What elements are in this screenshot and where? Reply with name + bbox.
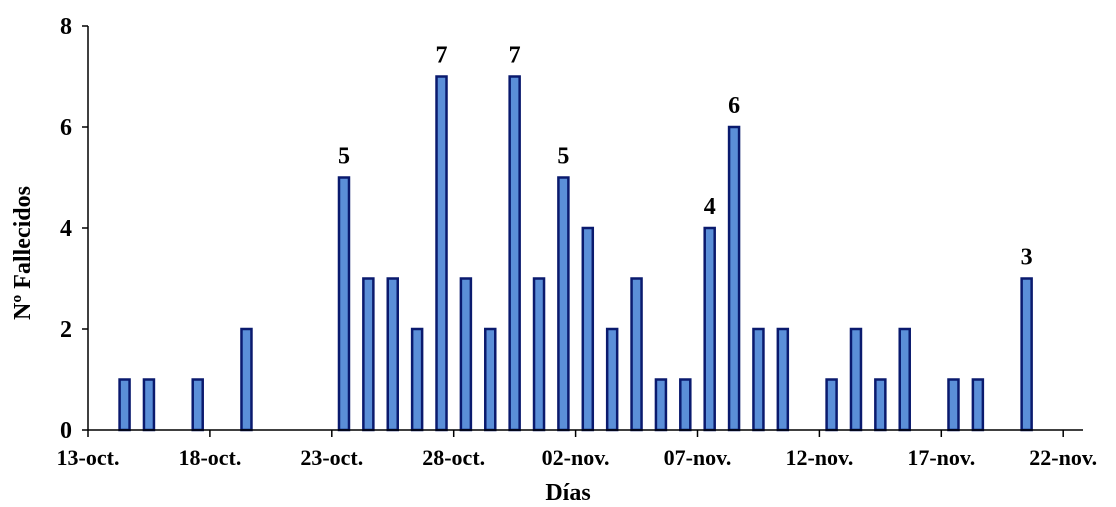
bar xyxy=(459,277,473,432)
bar xyxy=(630,277,643,432)
bar xyxy=(971,378,985,432)
bar xyxy=(849,327,863,432)
bar xyxy=(484,327,497,432)
bar xyxy=(605,327,619,432)
y-axis-ticks: 0 2 4 6 8 xyxy=(60,14,88,444)
x-axis-ticks: 13-oct. 18-oct. 23-oct. 28-oct. 02-nov. 07-no… xyxy=(57,430,1097,470)
x-tick-label: 07-nov. xyxy=(664,445,732,470)
y-tick-label: 4 xyxy=(60,216,72,242)
bar xyxy=(410,327,424,432)
bar xyxy=(240,327,253,432)
data-label: 7 xyxy=(436,43,448,69)
x-tick-label: 28-oct. xyxy=(422,445,485,470)
bar xyxy=(874,378,887,432)
data-label: 3 xyxy=(1021,245,1033,271)
x-tick-label: 18-oct. xyxy=(178,445,241,470)
bar xyxy=(532,277,546,432)
bar xyxy=(1020,277,1033,432)
data-label: 5 xyxy=(557,144,569,170)
bar xyxy=(727,125,741,432)
bar xyxy=(337,176,351,432)
x-tick-label: 02-nov. xyxy=(542,445,610,470)
data-label: 4 xyxy=(704,194,716,220)
y-axis-title-group: Nº Fallecidos xyxy=(10,186,36,320)
data-label: 5 xyxy=(338,144,350,170)
bar xyxy=(435,75,448,432)
x-tick-label: 22-nov. xyxy=(1029,445,1097,470)
bar xyxy=(362,277,375,432)
y-axis-title: Nº Fallecidos xyxy=(10,186,36,320)
x-tick-label: 23-oct. xyxy=(300,445,363,470)
bar xyxy=(557,176,570,432)
y-tick-label: 2 xyxy=(60,317,72,343)
bar xyxy=(654,378,668,432)
bar xyxy=(142,378,156,432)
bar xyxy=(118,378,131,432)
x-tick-label: 17-nov. xyxy=(907,445,975,470)
bar xyxy=(191,378,204,432)
data-labels-group: 5 7 7 5 4 6 3 xyxy=(338,43,1033,271)
y-tick-label: 8 xyxy=(60,14,72,40)
x-tick-label: 12-nov. xyxy=(785,445,853,470)
bars-group xyxy=(118,75,1033,432)
bar xyxy=(508,75,521,432)
data-label: 7 xyxy=(509,43,521,69)
x-tick-label: 13-oct. xyxy=(57,445,120,470)
data-label: 6 xyxy=(728,93,740,119)
x-axis-title: Días xyxy=(545,480,590,506)
bar xyxy=(947,378,960,432)
bar xyxy=(898,327,911,432)
y-tick-label: 6 xyxy=(60,115,72,141)
bar xyxy=(679,378,692,432)
bar xyxy=(752,327,765,432)
bar xyxy=(386,277,399,432)
bar xyxy=(825,378,838,432)
bar xyxy=(581,226,595,432)
y-tick-label: 0 xyxy=(60,418,72,444)
bar xyxy=(703,226,716,432)
bar xyxy=(776,327,790,432)
